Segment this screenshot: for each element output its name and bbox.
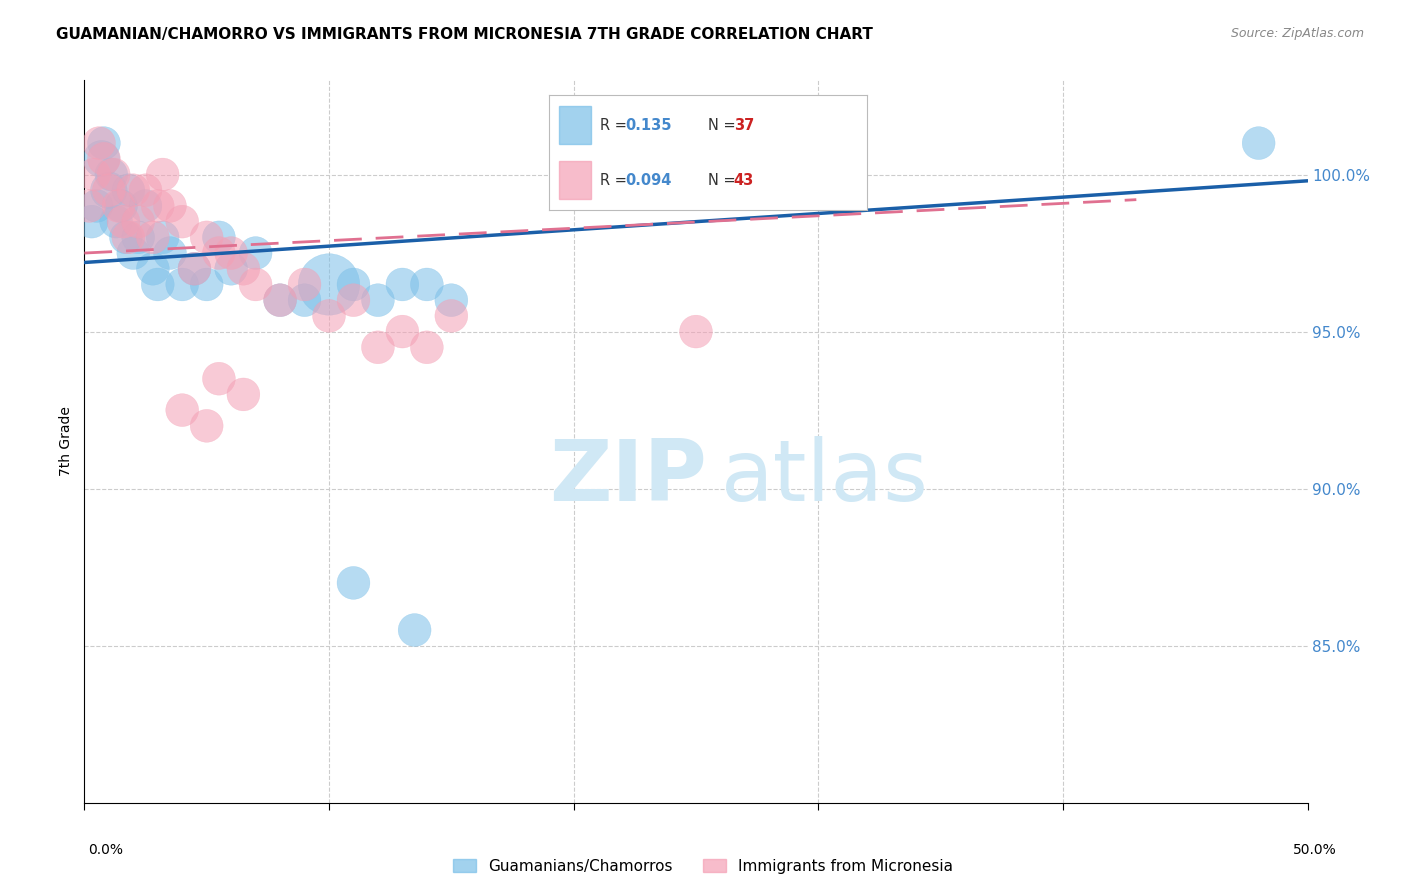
Point	[245, 246, 267, 260]
Point	[269, 293, 291, 308]
Text: Source: ZipAtlas.com: Source: ZipAtlas.com	[1230, 27, 1364, 40]
Point	[87, 136, 110, 150]
Point	[80, 214, 103, 228]
Point	[208, 230, 231, 244]
Point	[142, 230, 165, 244]
Point	[105, 214, 128, 228]
Point	[318, 309, 340, 323]
Point	[112, 214, 135, 228]
Point	[391, 325, 413, 339]
Point	[107, 199, 129, 213]
Point	[195, 418, 218, 433]
Text: GUAMANIAN/CHAMORRO VS IMMIGRANTS FROM MICRONESIA 7TH GRADE CORRELATION CHART: GUAMANIAN/CHAMORRO VS IMMIGRANTS FROM MI…	[56, 27, 873, 42]
Point	[122, 246, 145, 260]
Point	[97, 183, 120, 197]
Text: atlas: atlas	[720, 436, 928, 519]
Point	[195, 277, 218, 292]
Text: 50.0%: 50.0%	[1292, 843, 1337, 857]
Point	[122, 183, 145, 197]
Y-axis label: 7th Grade: 7th Grade	[59, 407, 73, 476]
Point	[83, 168, 105, 182]
Point	[93, 136, 115, 150]
Legend: Guamanians/Chamorros, Immigrants from Micronesia: Guamanians/Chamorros, Immigrants from Mi…	[447, 853, 959, 880]
Point	[117, 230, 139, 244]
Point	[86, 199, 108, 213]
Point	[103, 168, 125, 182]
Point	[1247, 136, 1270, 150]
Point	[416, 277, 439, 292]
Point	[342, 575, 364, 590]
Point	[404, 623, 426, 637]
Point	[195, 230, 218, 244]
Point	[146, 199, 169, 213]
Point	[269, 293, 291, 308]
Point	[219, 246, 242, 260]
Point	[232, 261, 254, 276]
Point	[342, 277, 364, 292]
Point	[294, 277, 316, 292]
Point	[135, 183, 157, 197]
Point	[90, 152, 112, 166]
Point	[110, 199, 132, 213]
Point	[100, 168, 122, 182]
Point	[172, 403, 194, 417]
Point	[367, 340, 389, 354]
Point	[440, 293, 463, 308]
Point	[342, 293, 364, 308]
Text: 0.0%: 0.0%	[89, 843, 122, 857]
Point	[440, 309, 463, 323]
Point	[172, 214, 194, 228]
Point	[152, 230, 174, 244]
Text: ZIP: ZIP	[550, 436, 707, 519]
Point	[318, 277, 340, 292]
Point	[127, 230, 149, 244]
Point	[142, 261, 165, 276]
Point	[93, 152, 115, 166]
Point	[152, 168, 174, 182]
Point	[97, 183, 120, 197]
Point	[159, 199, 181, 213]
Point	[685, 325, 707, 339]
Point	[77, 199, 100, 213]
Point	[208, 372, 231, 386]
Point	[367, 293, 389, 308]
Point	[115, 230, 138, 244]
Point	[232, 387, 254, 401]
Point	[294, 293, 316, 308]
Point	[172, 277, 194, 292]
Point	[117, 183, 139, 197]
Point	[146, 277, 169, 292]
Point	[245, 277, 267, 292]
Point	[183, 261, 205, 276]
Point	[135, 199, 157, 213]
Point	[208, 246, 231, 260]
Point	[391, 277, 413, 292]
Point	[159, 246, 181, 260]
Point	[127, 214, 149, 228]
Point	[183, 261, 205, 276]
Point	[219, 261, 242, 276]
Point	[416, 340, 439, 354]
